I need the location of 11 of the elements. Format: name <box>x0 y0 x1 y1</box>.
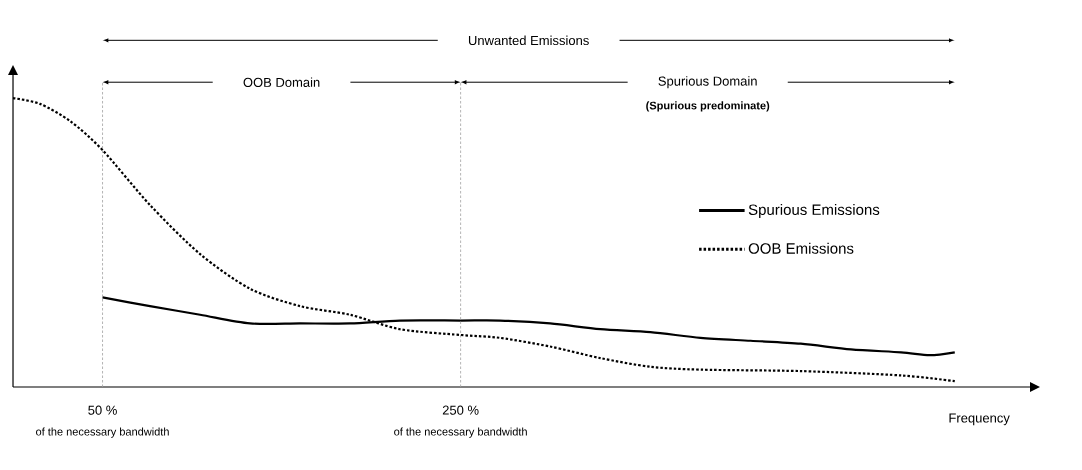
x-axis-title: Frequency <box>949 413 1010 426</box>
legend-label: OOB Emissions <box>748 242 854 254</box>
x-tick-label: 250 % <box>442 405 479 415</box>
legend-label: Spurious Emissions <box>748 203 880 218</box>
annotation: (Spurious predominate) <box>646 101 770 112</box>
x-tick-label: 50 % <box>88 405 117 415</box>
text: of the necessary bandwidth <box>36 427 169 438</box>
text: Unwanted Emissions <box>468 35 589 46</box>
text: Spurious Domain <box>658 76 757 89</box>
text: OOB Domain <box>243 77 320 87</box>
text: of the necessary bandwidth <box>394 427 527 438</box>
